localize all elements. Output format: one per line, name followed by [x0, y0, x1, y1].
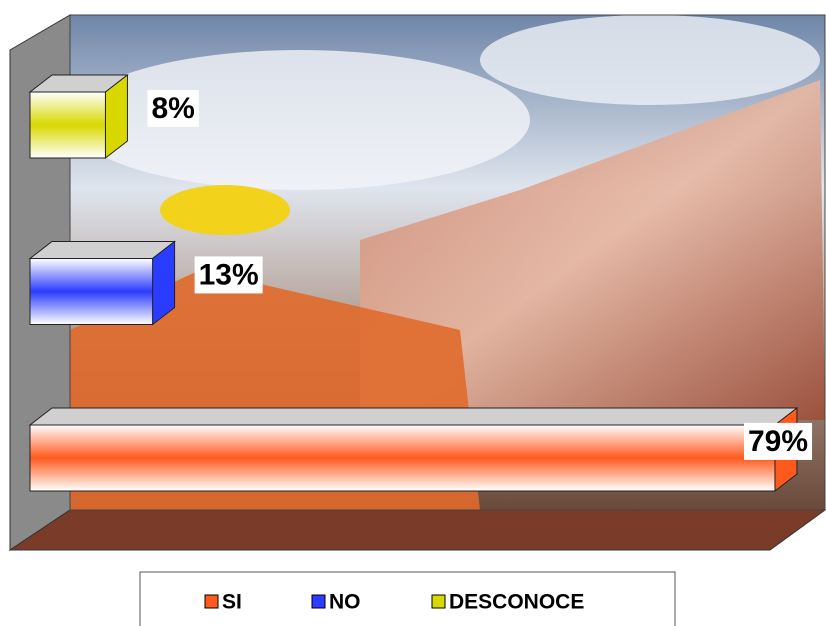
- chart: 79% 13% 8% SI NO DESCONOCE: [0, 0, 826, 626]
- data-label: 8%: [151, 92, 194, 125]
- legend-label: DESCONOCE: [449, 591, 584, 614]
- data-label: 13%: [199, 258, 259, 291]
- legend-box: [140, 572, 675, 626]
- bar: [30, 425, 775, 491]
- legend-label: NO: [329, 591, 361, 614]
- legend-label: SI: [222, 591, 242, 614]
- bar-top: [30, 408, 797, 425]
- bar: [30, 259, 153, 325]
- data-label: 79%: [748, 425, 808, 458]
- legend-swatch: [205, 595, 218, 608]
- legend-swatch: [312, 595, 325, 608]
- legend-swatch: [432, 595, 445, 608]
- bar-top: [30, 242, 175, 259]
- bar: [30, 92, 105, 158]
